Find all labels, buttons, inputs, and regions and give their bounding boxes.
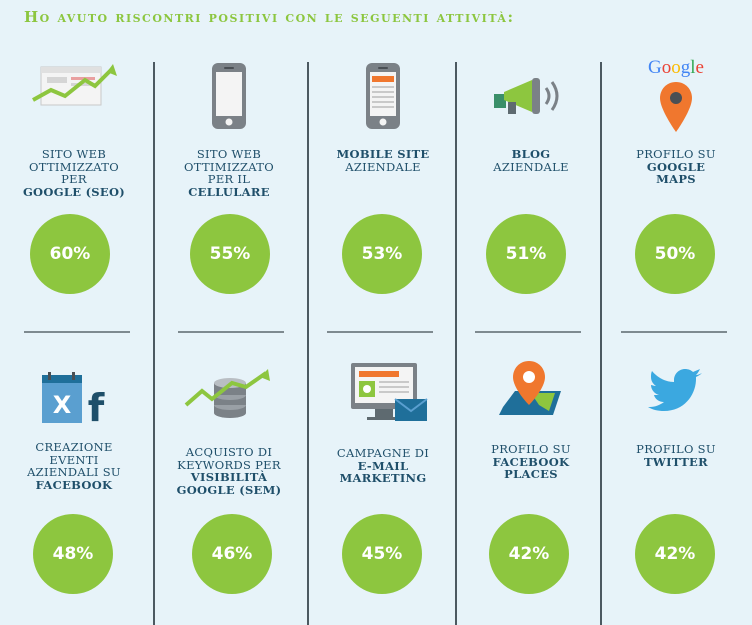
- activity-label: Profilo su Twitter: [602, 443, 750, 468]
- label-line-1: Blog: [511, 147, 551, 161]
- activity-mobile-site: Mobile site aziendale 53%: [309, 0, 457, 331]
- twitter-bird-icon: [602, 367, 750, 447]
- email-campaign-icon: [309, 361, 457, 441]
- activity-google-maps: Google Profilo su Google Maps 50%: [602, 0, 750, 331]
- google-maps-pin-icon: Google: [602, 56, 750, 136]
- percentage-badge: 45%: [342, 514, 422, 594]
- label-line-2: Twitter: [644, 454, 708, 469]
- label-line-3: visibilità: [190, 470, 268, 484]
- label-line-2: e-mail: [357, 458, 409, 473]
- activity-facebook-places: Profilo su Facebook places 42%: [457, 333, 605, 625]
- activity-mobile-optimized: Sito web ottimizzato per il cellulare 55…: [155, 0, 303, 331]
- coins-chart-icon: [155, 369, 303, 449]
- label-line-1: Sito web: [41, 147, 107, 161]
- smartphone-icon: [155, 62, 303, 142]
- activity-label: Mobile site aziendale: [309, 148, 457, 173]
- label-line-2: Facebook: [492, 454, 570, 469]
- activity-label: Acquisto di keywords per visibilità Goog…: [155, 446, 303, 496]
- label-line-1: Sito web: [196, 147, 262, 161]
- column-divider: [455, 62, 457, 625]
- label-line-4: Google (SEO): [22, 184, 126, 199]
- row-divider: [24, 331, 130, 333]
- activity-label: Profilo su Google Maps: [602, 148, 750, 186]
- mobile-site-icon: [309, 62, 457, 142]
- activity-label: Creazione eventi aziendali su Facebook: [0, 441, 148, 491]
- calendar-facebook-icon: X f: [0, 371, 148, 451]
- svg-text:X: X: [53, 391, 72, 419]
- label-line-1: Profilo su: [636, 147, 716, 161]
- google-logo: Google: [648, 57, 704, 78]
- activity-facebook-events: X f Creazione eventi aziendali su Facebo…: [0, 333, 148, 625]
- label-line-3: places: [504, 467, 558, 481]
- label-line-1: Profilo su: [491, 442, 571, 456]
- page-title: Ho avuto riscontri positivi con le segue…: [24, 8, 515, 26]
- label-line-4: Google (SEM): [176, 482, 282, 497]
- label-line-2: aziendale: [345, 159, 421, 174]
- percentage-badge: 51%: [486, 214, 566, 294]
- label-line-1: Campagne di: [336, 446, 430, 460]
- percentage-badge: 55%: [190, 214, 270, 294]
- label-line-3: marketing: [339, 471, 427, 485]
- activity-label: Sito web ottimizzato per Google (SEO): [0, 148, 148, 198]
- percentage-badge: 46%: [192, 514, 272, 594]
- row-divider: [621, 331, 727, 333]
- column-divider: [600, 62, 602, 625]
- map-pin-icon: [457, 359, 605, 439]
- percentage-badge: 60%: [30, 214, 110, 294]
- percentage-badge: 42%: [489, 514, 569, 594]
- percentage-badge: 50%: [635, 214, 715, 294]
- activity-blog: Blog aziendale 51%: [457, 0, 605, 331]
- activity-seo: Sito web ottimizzato per Google (SEO) 60…: [0, 0, 148, 331]
- megaphone-icon: [457, 70, 605, 150]
- svg-text:f: f: [88, 386, 105, 427]
- label-line-3: per il: [207, 172, 251, 186]
- seo-chart-icon: [0, 62, 148, 142]
- label-line-2: aziendale: [493, 159, 569, 174]
- activity-email-marketing: Campagne di e-mail marketing 45%: [309, 333, 457, 625]
- percentage-badge: 42%: [635, 514, 715, 594]
- percentage-badge: 53%: [342, 214, 422, 294]
- label-line-3: aziendali su: [27, 465, 121, 479]
- label-line-4: Facebook: [35, 477, 113, 492]
- label-line-2: ottimizzato: [184, 159, 274, 174]
- label-line-3: per: [61, 172, 87, 186]
- label-line-1: Mobile site: [336, 147, 430, 161]
- row-divider: [178, 331, 284, 333]
- activity-twitter: Profilo su Twitter 42%: [602, 333, 750, 625]
- label-line-1: Creazione: [35, 440, 113, 454]
- activity-label: Blog aziendale: [457, 148, 605, 173]
- label-line-2: Google: [646, 159, 706, 174]
- label-line-2: ottimizzato: [29, 159, 119, 174]
- row-divider: [475, 331, 581, 333]
- column-divider: [307, 62, 309, 625]
- label-line-4: cellulare: [188, 184, 270, 199]
- label-line-2: keywords per: [177, 457, 281, 472]
- label-line-3: Maps: [656, 172, 696, 186]
- column-divider: [153, 62, 155, 625]
- label-line-2: eventi: [49, 452, 99, 467]
- activity-label: Sito web ottimizzato per il cellulare: [155, 148, 303, 198]
- percentage-badge: 48%: [33, 514, 113, 594]
- activity-sem: Acquisto di keywords per visibilità Goog…: [155, 333, 303, 625]
- label-line-1: Acquisto di: [185, 445, 273, 459]
- activity-label: Profilo su Facebook places: [457, 443, 605, 481]
- activity-label: Campagne di e-mail marketing: [309, 447, 457, 485]
- row-divider: [327, 331, 433, 333]
- label-line-1: Profilo su: [636, 442, 716, 456]
